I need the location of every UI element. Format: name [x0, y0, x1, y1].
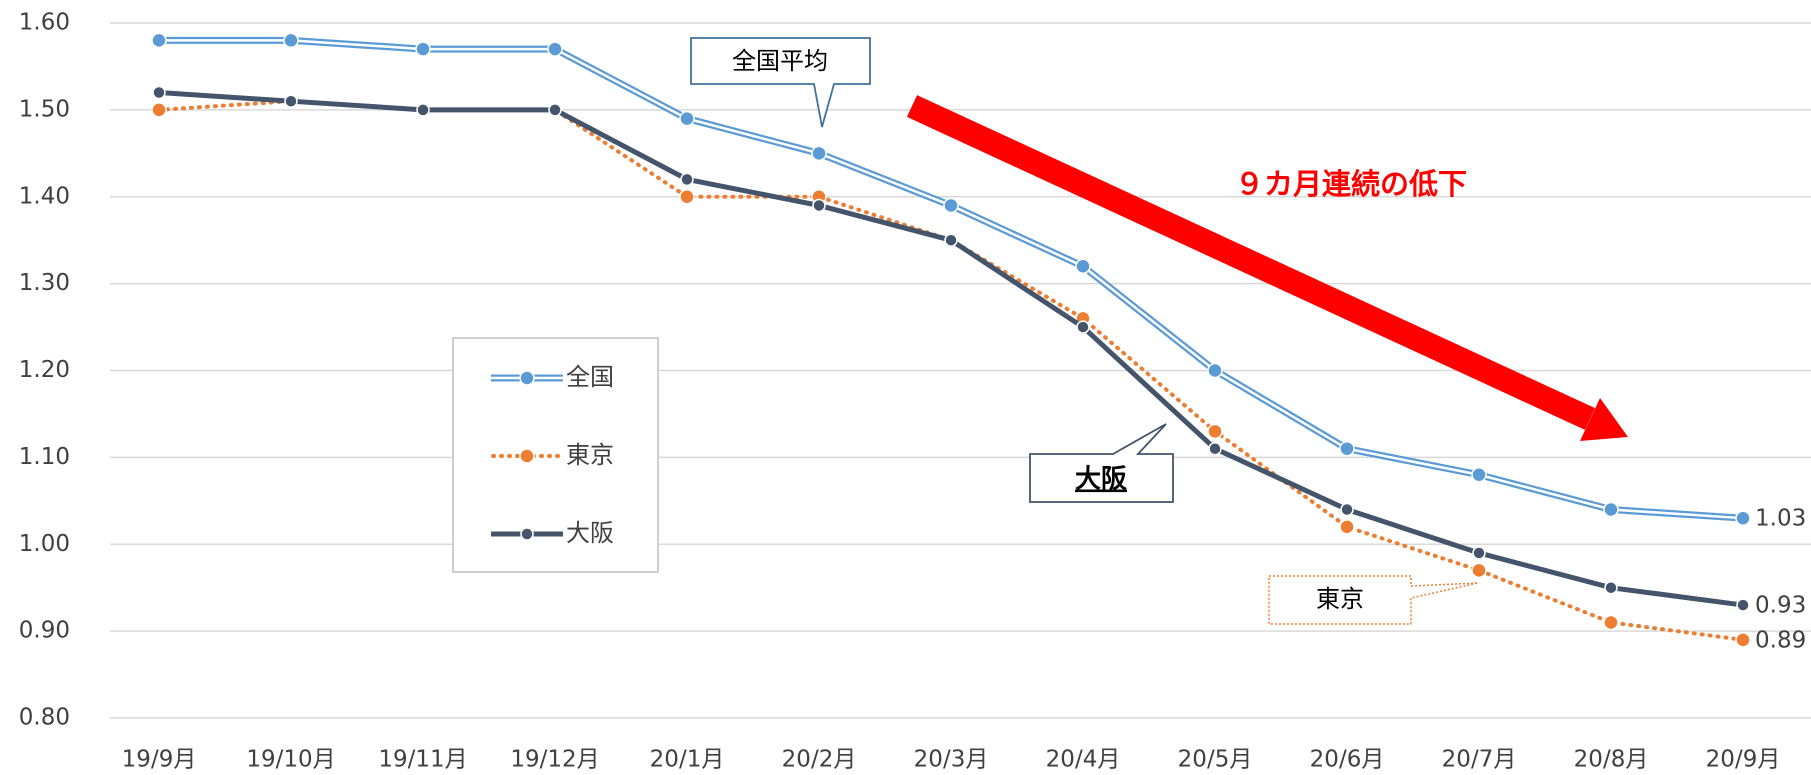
legend-marker [520, 527, 534, 541]
y-tick-label: 1.40 [19, 183, 70, 209]
series-marker [1339, 519, 1355, 535]
y-tick-label: 0.90 [19, 618, 70, 644]
x-tick-label: 20/4月 [1046, 747, 1121, 773]
series-marker [1735, 632, 1751, 648]
annotation-osaka: 大阪 [1075, 465, 1127, 495]
x-tick-label: 19/12月 [510, 747, 599, 773]
series-marker [284, 94, 298, 108]
trend-arrow-head [1580, 398, 1628, 441]
series-marker [1076, 320, 1090, 334]
y-tick-label: 1.10 [19, 444, 70, 470]
callout-box [690, 37, 871, 128]
x-tick-label: 20/8月 [1574, 747, 1649, 773]
annotation-tokyo: 東京 [1316, 585, 1364, 613]
series-marker [1472, 546, 1486, 560]
series-marker [416, 103, 430, 117]
y-tick-label: 1.00 [19, 531, 70, 557]
series-marker [1340, 502, 1354, 517]
data-label: 0.89 [1755, 627, 1806, 653]
legend-marker [519, 448, 535, 464]
x-tick-label: 19/11月 [378, 747, 467, 773]
y-tick-label: 1.60 [19, 10, 70, 36]
series-marker [1208, 441, 1222, 456]
series-marker [679, 110, 695, 127]
series-marker [1471, 467, 1487, 483]
y-tick-label: 0.80 [19, 705, 70, 731]
series-marker [1339, 440, 1355, 457]
annotation-trend: ９カ月連続の低下 [1235, 167, 1467, 201]
series-marker [1735, 510, 1751, 526]
series-marker [283, 32, 299, 49]
series-marker [811, 145, 827, 162]
series-marker [152, 85, 166, 100]
series-marker [812, 198, 826, 213]
x-tick-label: 20/6月 [1310, 747, 1385, 773]
series-marker [1603, 614, 1619, 631]
series-marker [944, 233, 958, 247]
data-label: 0.93 [1755, 593, 1806, 619]
x-tick-label: 19/10月 [246, 747, 335, 773]
legend-label: 全国 [566, 363, 614, 391]
series-marker [1736, 598, 1750, 612]
y-tick-label: 1.30 [19, 270, 70, 296]
series-marker [1075, 258, 1091, 274]
x-tick-label: 20/1月 [650, 747, 725, 773]
series-marker [151, 102, 167, 118]
series-marker [1207, 362, 1223, 379]
annotation-national: 全国平均 [732, 47, 828, 75]
series-marker [679, 189, 695, 205]
y-tick-label: 1.20 [19, 357, 70, 383]
legend-label: 東京 [566, 441, 614, 469]
series-marker [1207, 423, 1223, 440]
trend-arrow-shaft [906, 95, 1596, 430]
series-marker [943, 197, 959, 214]
x-tick-label: 20/5月 [1178, 747, 1253, 773]
x-tick-label: 20/7月 [1442, 747, 1517, 773]
series-line [158, 90, 1744, 608]
callout-box [1029, 423, 1174, 503]
legend-marker [519, 370, 535, 386]
data-label: 1.03 [1755, 506, 1806, 532]
x-tick-label: 20/3月 [914, 747, 989, 773]
y-tick-label: 1.50 [19, 96, 70, 122]
x-tick-label: 20/9月 [1706, 747, 1781, 773]
x-tick-label: 19/9月 [122, 747, 197, 773]
series-marker [1603, 501, 1619, 518]
legend-label: 大阪 [566, 519, 614, 547]
series-marker [548, 103, 562, 117]
series-marker [547, 41, 563, 57]
series-marker [1471, 562, 1487, 579]
callout-box [1268, 575, 1479, 625]
series-marker [1604, 580, 1618, 595]
x-tick-label: 20/2月 [782, 747, 857, 773]
series-marker [151, 32, 167, 49]
series-marker [680, 172, 694, 187]
series-marker [415, 41, 431, 57]
